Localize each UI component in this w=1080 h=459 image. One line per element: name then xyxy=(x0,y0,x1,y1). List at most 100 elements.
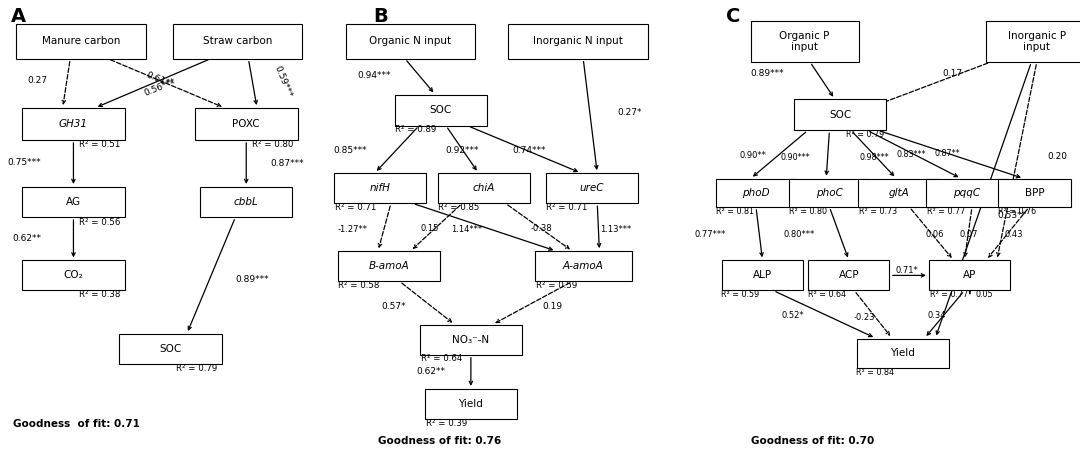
Text: R² = 0.84: R² = 0.84 xyxy=(856,368,894,377)
FancyBboxPatch shape xyxy=(201,187,293,217)
FancyBboxPatch shape xyxy=(16,24,146,58)
Text: POXC: POXC xyxy=(232,119,260,129)
Text: Goodness of fit: 0.70: Goodness of fit: 0.70 xyxy=(751,436,874,446)
Text: 0.85***: 0.85*** xyxy=(334,146,367,155)
Text: R² = 0.64: R² = 0.64 xyxy=(421,354,462,364)
Text: BPP: BPP xyxy=(1025,188,1044,198)
Text: 0.56***: 0.56*** xyxy=(143,77,177,98)
Text: 0.53**: 0.53** xyxy=(997,211,1026,220)
Text: -1.27**: -1.27** xyxy=(337,225,367,234)
Text: R² = 0.58: R² = 0.58 xyxy=(338,281,379,290)
FancyBboxPatch shape xyxy=(751,21,859,62)
FancyBboxPatch shape xyxy=(173,24,302,58)
Text: 0.07: 0.07 xyxy=(959,230,977,239)
Text: nifH: nifH xyxy=(369,183,391,193)
Text: 0.61**: 0.61** xyxy=(145,71,175,90)
Text: R² = 0.71: R² = 0.71 xyxy=(335,203,376,212)
Text: ALP: ALP xyxy=(753,270,772,280)
Text: 0.15: 0.15 xyxy=(420,224,440,233)
Text: R² = 0.56: R² = 0.56 xyxy=(79,218,120,227)
FancyBboxPatch shape xyxy=(715,179,796,207)
Text: chiA: chiA xyxy=(473,183,495,193)
FancyBboxPatch shape xyxy=(508,24,648,58)
Text: 0.59***: 0.59*** xyxy=(272,64,294,99)
Text: R² = 0.79: R² = 0.79 xyxy=(176,364,217,373)
Text: R² = 0.39: R² = 0.39 xyxy=(426,419,467,428)
Text: 0.90***: 0.90*** xyxy=(781,153,810,162)
FancyBboxPatch shape xyxy=(986,21,1080,62)
Text: AP: AP xyxy=(963,270,976,280)
Text: 0.19: 0.19 xyxy=(542,302,563,311)
Text: cbbL: cbbL xyxy=(234,197,258,207)
Text: B: B xyxy=(374,7,389,26)
Text: 0.27: 0.27 xyxy=(27,76,48,85)
Text: 0.87***: 0.87*** xyxy=(270,159,303,168)
Text: R² = 0.51: R² = 0.51 xyxy=(79,140,120,149)
Text: R² = 0.59: R² = 0.59 xyxy=(721,290,759,299)
Text: Inorganic P
input: Inorganic P input xyxy=(1008,31,1066,52)
FancyBboxPatch shape xyxy=(346,24,475,58)
Text: R² = 0.59: R² = 0.59 xyxy=(536,281,577,290)
FancyBboxPatch shape xyxy=(795,99,886,130)
FancyBboxPatch shape xyxy=(395,95,486,126)
Text: A-amoA: A-amoA xyxy=(563,261,604,271)
Text: SOC: SOC xyxy=(430,105,451,115)
Text: 0.20: 0.20 xyxy=(1048,151,1068,161)
Text: Goodness  of fit: 0.71: Goodness of fit: 0.71 xyxy=(13,419,139,429)
Text: 0.27*: 0.27* xyxy=(618,108,643,117)
FancyBboxPatch shape xyxy=(194,108,297,140)
Text: 0.52*: 0.52* xyxy=(782,311,805,320)
FancyBboxPatch shape xyxy=(788,179,870,207)
Text: 1.14***: 1.14*** xyxy=(451,225,482,234)
Text: phoC: phoC xyxy=(816,188,842,198)
Text: 0.77***: 0.77*** xyxy=(694,230,726,239)
Text: -0.38: -0.38 xyxy=(530,224,552,233)
FancyBboxPatch shape xyxy=(546,173,637,203)
Text: 0.89***: 0.89*** xyxy=(751,69,784,78)
Text: AG: AG xyxy=(66,197,81,207)
Text: 0.62**: 0.62** xyxy=(416,367,445,376)
Text: 0.17: 0.17 xyxy=(943,69,962,78)
Text: 0.90**: 0.90** xyxy=(740,151,767,160)
FancyBboxPatch shape xyxy=(858,338,949,368)
FancyBboxPatch shape xyxy=(535,252,632,281)
Text: -0.23: -0.23 xyxy=(853,313,875,322)
Text: 0.94***: 0.94*** xyxy=(357,71,391,80)
Text: 0.62**: 0.62** xyxy=(12,234,41,243)
Text: 0.89***: 0.89*** xyxy=(235,274,269,284)
Text: C: C xyxy=(726,7,740,26)
FancyBboxPatch shape xyxy=(998,179,1071,207)
Text: CO₂: CO₂ xyxy=(64,270,83,280)
Text: A: A xyxy=(11,7,26,26)
Text: R² = 0.77: R² = 0.77 xyxy=(927,207,964,216)
Text: GH31: GH31 xyxy=(59,119,87,129)
Text: 0.83***: 0.83*** xyxy=(896,150,927,159)
Text: 0.75***: 0.75*** xyxy=(8,158,41,168)
Text: pqqC: pqqC xyxy=(953,188,981,198)
Text: B-amoA: B-amoA xyxy=(368,261,409,271)
Text: R² = 0.71: R² = 0.71 xyxy=(546,203,588,212)
Text: Yield: Yield xyxy=(458,399,484,409)
Text: Organic N input: Organic N input xyxy=(369,36,451,46)
Text: Inorganic N input: Inorganic N input xyxy=(532,36,623,46)
Text: 0.80***: 0.80*** xyxy=(783,230,814,239)
Text: 0.06: 0.06 xyxy=(926,230,944,239)
Text: gltA: gltA xyxy=(888,188,909,198)
Text: 0.74***: 0.74*** xyxy=(512,146,546,155)
FancyBboxPatch shape xyxy=(23,108,125,140)
FancyBboxPatch shape xyxy=(337,252,441,281)
FancyBboxPatch shape xyxy=(809,260,890,290)
Text: 0.43: 0.43 xyxy=(1004,230,1023,239)
Text: 0.71*: 0.71* xyxy=(895,266,919,275)
Text: Manure carbon: Manure carbon xyxy=(42,36,120,46)
Text: R² = 0.89: R² = 0.89 xyxy=(395,125,436,134)
Text: ACP: ACP xyxy=(838,270,860,280)
Text: ureC: ureC xyxy=(580,183,604,193)
Text: R² = 0.79: R² = 0.79 xyxy=(846,130,883,139)
Text: SOC: SOC xyxy=(829,110,851,120)
Text: R² = 0.76: R² = 0.76 xyxy=(998,207,1036,216)
Text: R² = 0.73: R² = 0.73 xyxy=(859,207,896,216)
FancyBboxPatch shape xyxy=(438,173,530,203)
Text: Goodness of fit: 0.76: Goodness of fit: 0.76 xyxy=(378,436,501,446)
Text: R² = 0.81: R² = 0.81 xyxy=(716,207,754,216)
